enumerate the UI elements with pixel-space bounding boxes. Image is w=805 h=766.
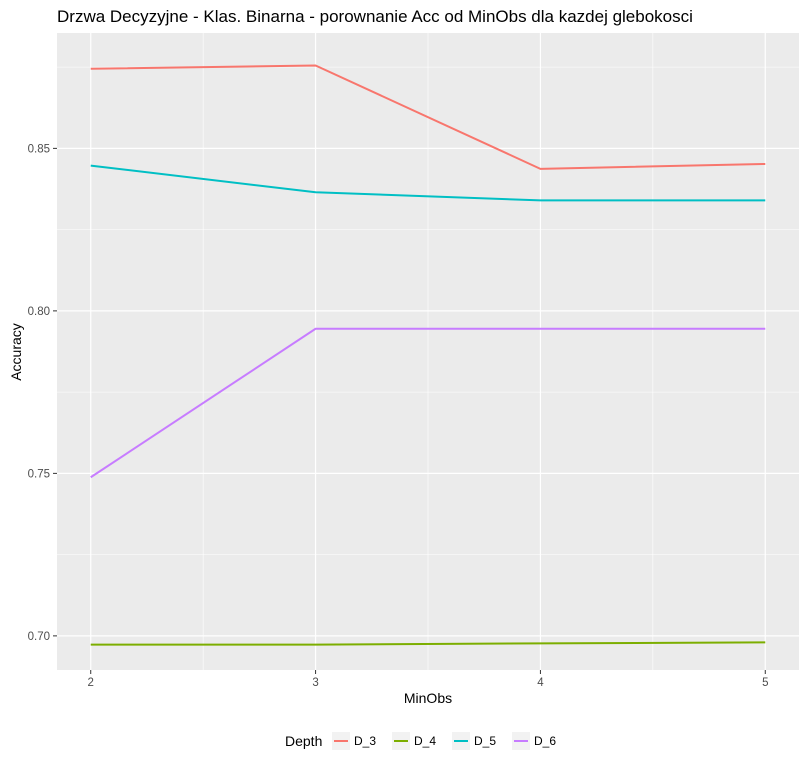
series-line-D_5	[90, 164, 766, 202]
y-tick-label: 0.70	[28, 631, 50, 643]
legend-title: Depth	[285, 733, 322, 749]
legend-label-D_4: D_4	[414, 734, 436, 748]
series-line-D_6	[90, 327, 766, 479]
chart-title: Drzwa Decyzyjne - Klas. Binarna - porown…	[57, 7, 693, 26]
grid	[57, 33, 799, 670]
legend-label-D_5: D_5	[474, 734, 496, 748]
x-axis-ticks: 2 3 4 5	[88, 670, 768, 689]
y-axis-title: Accuracy	[8, 323, 24, 381]
legend-label-D_6: D_6	[534, 734, 556, 748]
x-tick-label: 3	[312, 677, 318, 689]
legend-label-D_3: D_3	[354, 734, 376, 748]
x-axis-title: MinObs	[404, 690, 452, 706]
x-tick-label: 4	[537, 677, 544, 689]
y-axis-ticks: 0.70 0.75 0.80 0.85	[28, 143, 57, 643]
x-tick-label: 2	[88, 677, 94, 689]
series-lines	[90, 64, 766, 646]
series-line-D_3	[90, 64, 766, 170]
x-tick-label: 5	[762, 677, 768, 689]
legend: Depth D_3 D_4 D_5 D_6	[285, 732, 556, 750]
y-tick-label: 0.80	[28, 306, 50, 318]
y-tick-label: 0.75	[28, 468, 50, 480]
y-tick-label: 0.85	[28, 143, 50, 155]
series-line-D_4	[90, 641, 766, 646]
